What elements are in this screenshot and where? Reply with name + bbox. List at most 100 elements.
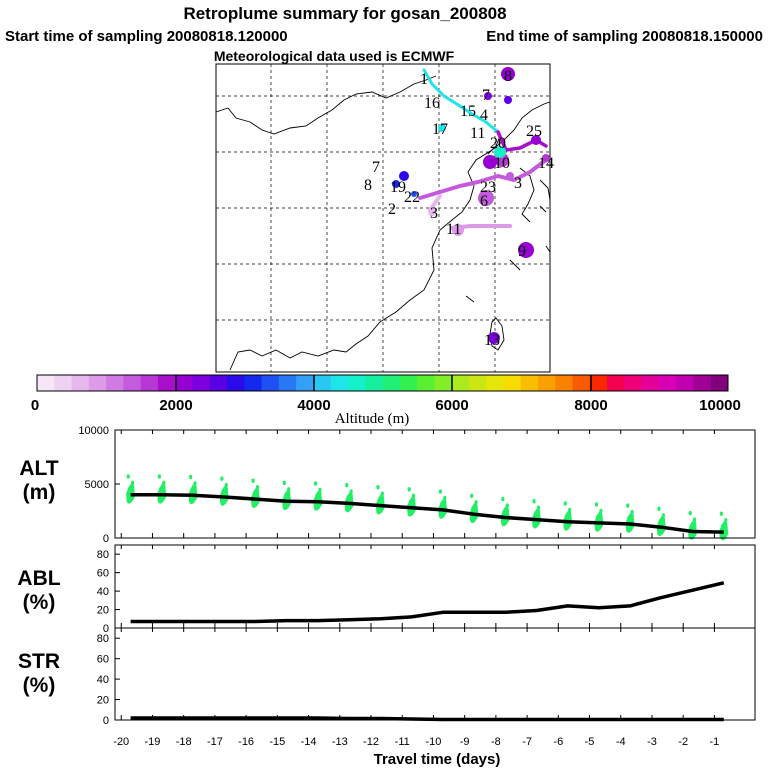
plume-point <box>162 480 166 486</box>
traj-label-8: 8 <box>504 68 512 85</box>
plume-point <box>719 511 723 516</box>
plume-point <box>628 512 634 520</box>
alt-series-line <box>130 493 724 534</box>
plume-point <box>380 491 384 496</box>
plume-point <box>470 493 474 499</box>
plume-point <box>251 478 255 484</box>
str-unit-label: (%) <box>23 674 56 697</box>
plume-point <box>407 487 411 492</box>
colorbar-swatch <box>123 375 142 391</box>
plume-point <box>532 499 536 504</box>
abl-frame <box>114 544 756 629</box>
colorbar-swatch <box>106 375 124 391</box>
alt-panel-label: ALT <box>19 457 58 480</box>
x-tick-label: -7 <box>522 736 532 748</box>
plume-point <box>189 474 193 480</box>
traj-label-25: 25 <box>526 123 542 140</box>
plume-point <box>160 483 166 491</box>
plume-point <box>597 511 603 519</box>
colorbar-swatch <box>365 375 383 391</box>
plume-point <box>410 496 416 504</box>
trajectory-map: 8 1 16 15 7 4 17 11 20 25 10 14 7 8 19 2… <box>215 63 554 373</box>
str-frame <box>114 627 756 721</box>
plume-point <box>443 495 447 501</box>
x-tick-label: -1 <box>710 736 720 748</box>
x-tick-label: -13 <box>332 736 348 748</box>
x-tick-label: -2 <box>678 736 688 748</box>
plume-point <box>220 498 226 506</box>
plume-point <box>220 476 224 481</box>
alt-panel: 0 5000 10000 <box>78 425 756 545</box>
traj-label-19: 19 <box>390 179 406 196</box>
colorbar-swatch <box>537 375 556 391</box>
colorbar-swatch <box>244 375 263 391</box>
plume-point <box>313 481 318 486</box>
x-tick-label: -3 <box>647 736 657 748</box>
colorbar-swatch <box>555 375 574 391</box>
map-frame <box>215 63 551 373</box>
colorbar-swatch <box>296 375 314 391</box>
traj-label-11b: 11 <box>446 221 461 238</box>
colorbar-tick-4000: 4000 <box>297 397 330 414</box>
traj-label-1: 1 <box>420 71 428 88</box>
traj-label-15: 15 <box>460 103 476 120</box>
plume-point <box>129 483 135 491</box>
colorbar-swatch <box>658 375 677 391</box>
colorbar-tick-6000: 6000 <box>435 397 468 414</box>
plume-point <box>411 493 416 499</box>
traj-label-6: 6 <box>480 193 488 210</box>
colorbar-swatch <box>209 375 228 391</box>
plume-point <box>599 508 603 514</box>
plume-point <box>563 501 567 506</box>
traj-label-3: 3 <box>514 175 522 192</box>
colorbar-swatch <box>693 375 712 391</box>
plume-point <box>472 503 478 511</box>
plume-point <box>501 496 505 502</box>
traj-label-8b: 8 <box>364 177 372 194</box>
colorbar-swatch <box>607 375 625 391</box>
alt-ytick-label: 0 <box>103 533 109 545</box>
traj-label-4: 4 <box>480 107 488 124</box>
plume-point <box>188 497 194 505</box>
colorbar-swatch <box>417 375 435 391</box>
plume-point <box>594 524 600 532</box>
colorbar-swatch <box>157 375 176 391</box>
colorbar-swatch <box>503 375 522 391</box>
plume-point <box>126 474 130 479</box>
colorbar-swatch <box>589 375 608 391</box>
plume-point <box>566 510 572 518</box>
plume-point <box>222 485 228 493</box>
plume-point <box>688 510 692 516</box>
plume-point <box>126 496 132 504</box>
colorbar-swatch <box>399 375 418 391</box>
plume-point <box>285 490 291 498</box>
traj-label-14: 14 <box>538 155 554 172</box>
colorbar-tick-2000: 2000 <box>159 397 192 414</box>
abl-ytick-label: 20 <box>97 605 109 617</box>
colorbar-label: Altitude (m) <box>335 411 410 427</box>
plume-point <box>630 509 634 515</box>
colorbar-swatch <box>261 375 280 391</box>
x-tick-label: -4 <box>616 736 626 748</box>
x-tick-label: -14 <box>301 736 317 748</box>
traj-label-7b: 7 <box>372 159 380 176</box>
plume-point <box>657 529 663 537</box>
plume-point <box>657 506 661 512</box>
colorbar-swatch <box>572 375 591 391</box>
plume-point <box>313 503 319 511</box>
str-ytick-label: 80 <box>97 633 109 645</box>
plume-point <box>251 501 257 509</box>
x-tick-label: -15 <box>269 736 285 748</box>
colorbar-swatch <box>175 375 193 391</box>
str-ytick-label: 20 <box>97 695 109 707</box>
alt-frame <box>114 429 756 539</box>
traj-label-22: 22 <box>404 189 420 206</box>
abl-ytick-label: 60 <box>97 568 109 580</box>
plume-point <box>505 503 509 508</box>
trajectory-markers <box>392 67 550 344</box>
traj-label-17: 17 <box>432 121 448 138</box>
plume-point <box>503 506 509 514</box>
traj-label-2: 2 <box>388 201 396 218</box>
x-tick-label: -10 <box>425 736 441 748</box>
